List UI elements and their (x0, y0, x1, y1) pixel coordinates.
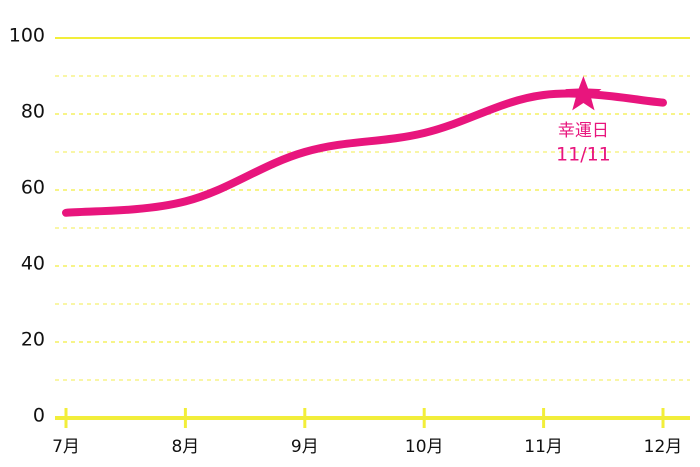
x-tick-label: 11月 (524, 437, 563, 457)
x-tick-label: 12月 (644, 437, 683, 457)
x-tick-label: 8月 (171, 437, 199, 457)
y-tick-label: 40 (21, 253, 45, 275)
x-tick-label: 9月 (291, 437, 319, 457)
y-tick-label: 20 (21, 329, 45, 351)
y-tick-label: 60 (21, 177, 45, 199)
annotation-date: 11/11 (556, 144, 611, 166)
annotation-label: 幸運日 (558, 121, 609, 141)
x-tick-label: 7月 (52, 437, 80, 457)
y-tick-label: 100 (9, 25, 45, 47)
y-tick-label: 80 (21, 101, 45, 123)
line (62, 89, 667, 217)
annotation-star (565, 76, 602, 111)
y-tick-label: 0 (33, 405, 45, 427)
x-tick-label: 10月 (405, 437, 444, 457)
